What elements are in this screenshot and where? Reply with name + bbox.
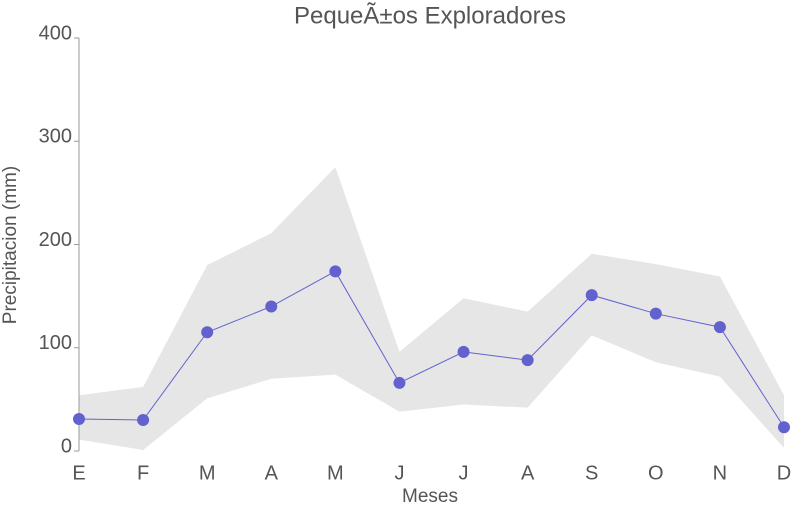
data-point [201,326,214,339]
data-point [457,345,470,358]
data-point [265,300,278,313]
data-point [73,412,85,425]
y-tick-label: 400 [39,22,72,44]
series-line [78,270,785,428]
y-tick-label: 300 [39,126,72,148]
data-point [713,321,726,334]
y-tick-label: 200 [39,229,72,251]
x-tick-label: N [713,462,727,484]
x-tick-label: J [459,462,469,484]
data-point [778,421,790,434]
data-point [393,376,406,389]
y-tick-label: 0 [61,435,72,457]
data-point [521,354,534,367]
x-tick-label: M [327,462,344,484]
data-point [329,265,342,278]
x-tick-label: J [394,462,404,484]
range-band [79,167,784,450]
x-tick-label: A [265,462,279,484]
x-tick-label: M [199,462,216,484]
x-tick-label: D [777,462,791,484]
x-tick-label: E [72,462,85,484]
x-axis-label: Meses [402,486,458,507]
data-point [585,289,598,302]
x-tick-label: F [137,462,149,484]
x-tick-label: A [521,462,535,484]
data-point [649,307,662,320]
x-tick-label: S [585,462,598,484]
chart-title: PequeÃ±os Exploradores [294,2,566,29]
x-tick-label: O [648,462,664,484]
y-tick-label: 100 [39,332,72,354]
y-axis-label: Precipitacion (mm) [0,166,21,324]
data-point [137,414,150,427]
